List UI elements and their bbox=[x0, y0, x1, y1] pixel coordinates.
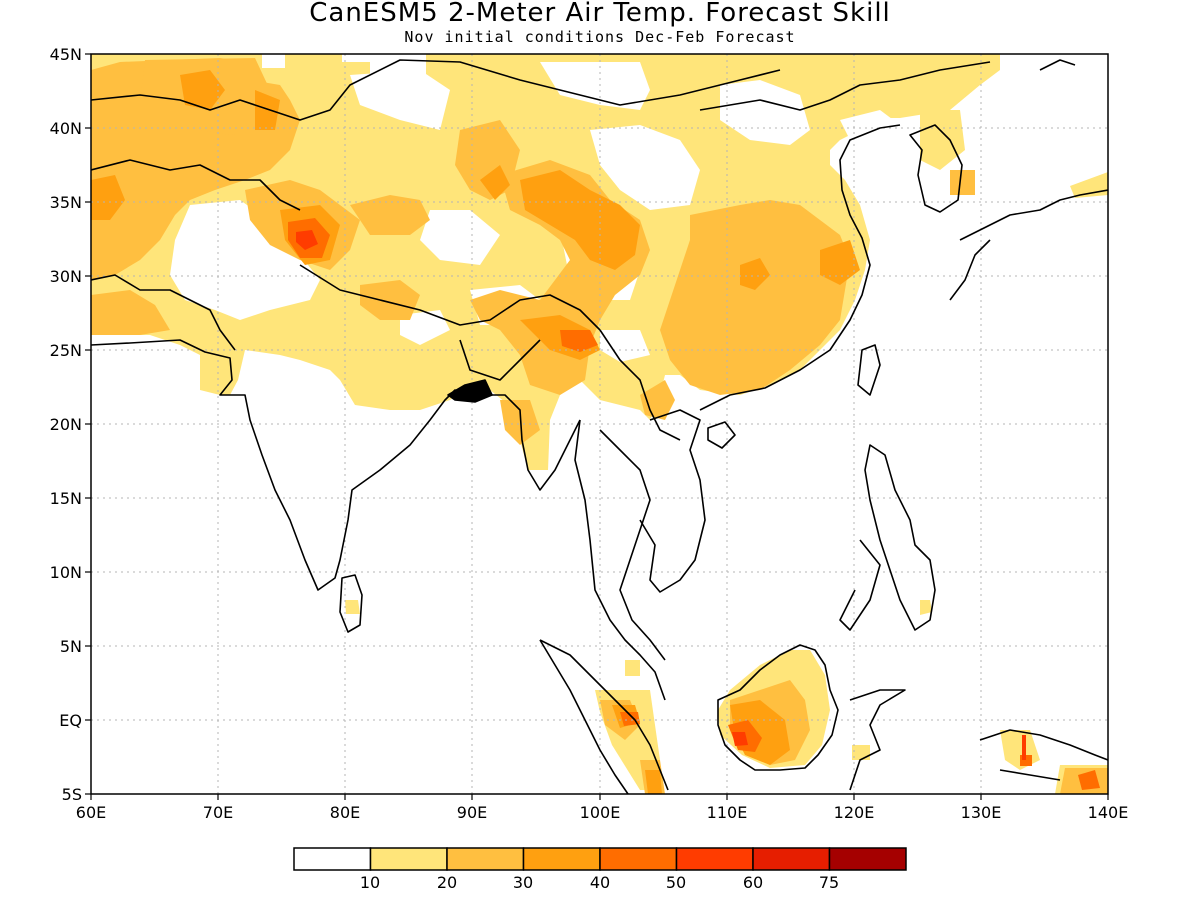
x-tick-label: 60E bbox=[76, 803, 106, 822]
colorbar-swatch bbox=[522, 847, 601, 871]
skill-level-50-60 bbox=[296, 230, 1026, 760]
border-mongolia bbox=[699, 61, 991, 111]
coastlines bbox=[91, 59, 1108, 794]
y-tick-label: 40N bbox=[50, 119, 82, 138]
coast-philippines bbox=[864, 444, 936, 631]
coast-palawan bbox=[839, 539, 881, 631]
y-tick-label: EQ bbox=[59, 711, 82, 730]
x-tick-label: 140E bbox=[1088, 803, 1129, 822]
coast-china bbox=[699, 124, 901, 411]
border-afghan bbox=[91, 159, 301, 211]
coast-taiwan bbox=[857, 344, 881, 396]
coast-sumatra-east bbox=[539, 639, 669, 791]
y-tick-label: 15N bbox=[50, 489, 82, 508]
x-tick-label: 80E bbox=[330, 803, 360, 822]
y-tick-label: 5S bbox=[62, 785, 82, 804]
coast-india bbox=[91, 339, 581, 591]
y-tick-label: 10N bbox=[50, 563, 82, 582]
x-tick-label: 110E bbox=[707, 803, 748, 822]
colorbar-label: 30 bbox=[513, 873, 533, 892]
y-tick-label: 25N bbox=[50, 341, 82, 360]
colorbar-label: 50 bbox=[666, 873, 686, 892]
colorbar-swatch bbox=[446, 847, 525, 871]
colorbar-label: 40 bbox=[590, 873, 610, 892]
coast-borneo bbox=[717, 644, 839, 771]
border-himalaya bbox=[299, 264, 601, 331]
border-north bbox=[91, 59, 781, 121]
coast-korea bbox=[909, 124, 963, 213]
colorbar-label: 10 bbox=[360, 873, 380, 892]
x-tick-labels: 60E 70E 80E 90E 100E 110E 120E 130E 140E bbox=[76, 803, 1129, 822]
tick-marks bbox=[85, 53, 1109, 800]
x-tick-label: 70E bbox=[203, 803, 233, 822]
y-tick-labels: 5S EQ 5N 10N 15N 20N 25N 30N 35N 40N 45N bbox=[50, 45, 82, 804]
coast-japan-south bbox=[949, 239, 991, 301]
skill-level-below-10 bbox=[170, 62, 900, 362]
colorbar-swatch bbox=[752, 847, 831, 871]
y-tick-label: 35N bbox=[50, 193, 82, 212]
coast-sulawesi bbox=[849, 689, 906, 791]
x-tick-label: 90E bbox=[457, 803, 487, 822]
map-title: CanESM5 2-Meter Air Temp. Forecast Skill bbox=[309, 0, 891, 28]
coast-malay-west bbox=[574, 419, 666, 701]
x-tick-label: 120E bbox=[834, 803, 875, 822]
coast-thailand-gulf bbox=[599, 429, 666, 661]
colorbar-label: 75 bbox=[819, 873, 839, 892]
y-tick-label: 5N bbox=[60, 637, 82, 656]
coast-hainan bbox=[707, 421, 736, 449]
coast-sri-lanka bbox=[339, 574, 363, 633]
x-tick-label: 100E bbox=[580, 803, 621, 822]
colorbar-swatch bbox=[828, 847, 907, 871]
colorbar-swatch bbox=[369, 847, 448, 871]
coast-new-guinea bbox=[979, 729, 1108, 761]
coast-new-guinea-south bbox=[999, 769, 1061, 781]
colorbar-label: 20 bbox=[437, 873, 457, 892]
coast-vietnam bbox=[639, 409, 706, 593]
border-pakistan bbox=[91, 274, 236, 351]
map-subtitle: Nov initial conditions Dec-Feb Forecast bbox=[404, 28, 796, 46]
skill-shading bbox=[91, 54, 1108, 794]
y-tick-label: 20N bbox=[50, 415, 82, 434]
border-bangladesh bbox=[459, 339, 541, 381]
coast-hokkaido bbox=[1039, 59, 1076, 71]
y-tick-label: 30N bbox=[50, 267, 82, 286]
colorbar-swatch bbox=[675, 847, 754, 871]
coast-bengal-delta bbox=[447, 379, 493, 403]
colorbar-swatch bbox=[293, 847, 372, 871]
border-indochina bbox=[599, 329, 681, 441]
colorbar bbox=[293, 847, 907, 871]
coast-sumatra-west bbox=[539, 639, 629, 794]
colorbar-label: 60 bbox=[743, 873, 763, 892]
coast-japan-north bbox=[959, 189, 1108, 241]
x-tick-label: 130E bbox=[961, 803, 1002, 822]
colorbar-swatch bbox=[599, 847, 678, 871]
colorbar-labels: 10 20 30 40 50 60 75 bbox=[360, 873, 839, 892]
y-tick-label: 45N bbox=[50, 45, 82, 64]
